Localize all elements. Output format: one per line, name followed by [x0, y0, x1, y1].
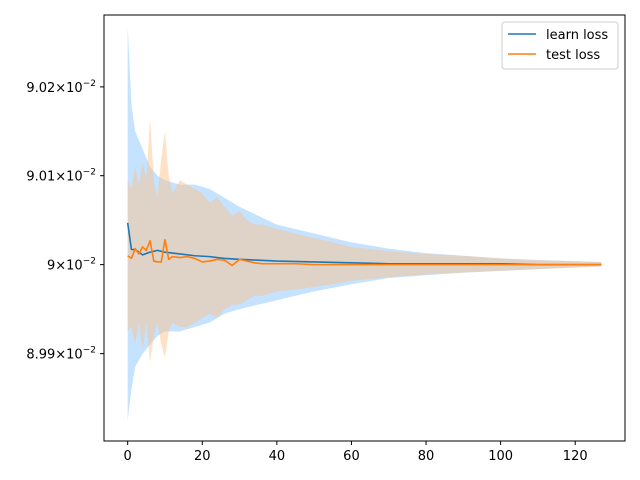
x-axis: 0 20 40 60 80 100 120: [124, 441, 588, 464]
x-tick-label: 80: [418, 449, 435, 464]
plot-frame: [103, 14, 626, 442]
x-tick-label: 120: [563, 449, 588, 464]
y-tick-label: 9×10−2: [47, 257, 96, 274]
x-tick-label: 100: [488, 449, 513, 464]
confidence-bands: [127, 26, 602, 421]
legend: learn loss test loss: [501, 21, 619, 70]
x-tick-label: 0: [124, 449, 132, 464]
series-line-1: [127, 238, 602, 267]
y-tick-label: 9.02×10−2: [26, 79, 96, 96]
x-tick-label: 60: [343, 449, 360, 464]
legend-label-0: learn loss: [546, 28, 608, 43]
x-tick-label: 40: [269, 449, 286, 464]
x-tick-label: 20: [194, 449, 211, 464]
y-axis: 8.99×10−2 9×10−2 9.01×10−2 9.02×10−2: [26, 79, 104, 363]
series-line-0: [126, 222, 602, 266]
legend-label-1: test loss: [546, 48, 600, 63]
series-band-1: [127, 117, 602, 363]
series-lines: [126, 222, 602, 267]
y-tick-label: 8.99×10−2: [26, 346, 96, 363]
y-tick-label: 9.01×10−2: [26, 168, 96, 185]
series-band-0: [127, 26, 602, 421]
